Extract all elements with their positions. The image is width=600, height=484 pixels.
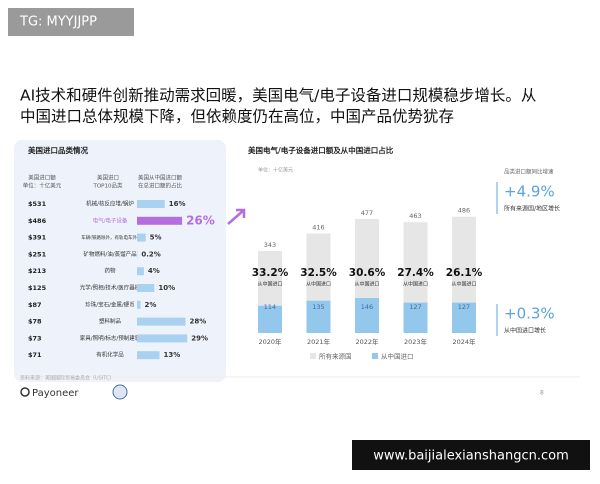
bar (137, 267, 144, 275)
bar (137, 301, 140, 309)
column-header: 在总进口额的占比 (138, 182, 183, 190)
category-label: 机械/核反应堆/锅炉 (86, 200, 134, 208)
import-label: $78 (28, 318, 42, 326)
import-label: $486 (28, 217, 47, 225)
share-caption: 从中国进口 (451, 281, 476, 288)
share-label: 26.1% (446, 267, 483, 279)
import-label: $125 (28, 284, 47, 292)
x-tick-label: 2024年 (452, 337, 476, 346)
watermark: TG: MYYJJPP (19, 15, 97, 30)
category-label: 药物 (104, 267, 116, 275)
share-caption: 从中国进口 (257, 281, 282, 288)
total-label: 343 (264, 241, 276, 249)
growth-text: 从中国进口增长 (504, 327, 546, 335)
inner-value-label: 127 (458, 303, 470, 311)
category-label: 家具/照明/标志/预制建筑 (80, 334, 141, 342)
import-label: $73 (28, 334, 42, 342)
column-header: TOP10品类 (92, 182, 123, 190)
value-label: 2% (144, 301, 156, 309)
growth-text: 所有来源国/地区增长 (504, 205, 560, 213)
page-number: 8 (540, 390, 544, 397)
share-label: 27.4% (397, 267, 434, 279)
category-label: 矿物燃料/油/蒸馏产品 (83, 250, 137, 258)
inner-value-label: 114 (264, 303, 276, 311)
legend-label: 从中国进口 (381, 352, 414, 361)
bar (137, 200, 165, 208)
import-label: $531 (28, 200, 47, 208)
bar (137, 284, 154, 292)
value-label: 28% (190, 318, 207, 326)
x-tick-label: 2021年 (307, 337, 331, 346)
growth-value: +0.3% (504, 305, 555, 323)
unit: 单位：十亿美元 (258, 167, 293, 174)
inner-value-label: 146 (361, 303, 373, 311)
bar (137, 318, 186, 326)
category-label: 光学/照相/技术/医疗器械 (80, 284, 141, 292)
column-header: 美国从中国进口额 (138, 174, 183, 182)
import-label: $87 (28, 301, 42, 309)
category-label: 电气/电子设备 (93, 216, 128, 224)
title: AI技术和硬件创新推动需求回暖，美国电气/电子设备进口规模稳步增长。从 (20, 87, 536, 105)
total-label: 416 (312, 223, 324, 231)
bar (137, 351, 160, 359)
x-tick-label: 2023年 (404, 337, 428, 346)
total-label: 477 (361, 209, 373, 217)
import-label: $251 (28, 250, 47, 258)
bar (137, 334, 187, 342)
inner-value-label: 135 (312, 303, 324, 311)
bar (137, 234, 146, 242)
share-label: 30.6% (349, 267, 386, 279)
growth-value: +4.9% (504, 183, 555, 201)
growth-title: 品类进口额同比增速 (504, 168, 554, 176)
share-label: 33.2% (252, 267, 289, 279)
title: 中国进口总体规模下降，但依赖度仍在高位，中国产品优势犹存 (20, 108, 454, 126)
legend-label: 所有来源国 (319, 352, 352, 361)
import-label: $71 (28, 351, 42, 359)
legend-swatch (372, 353, 378, 359)
total-label: 486 (458, 207, 470, 215)
share-caption: 从中国进口 (306, 281, 331, 288)
column-header: 美国进口额 (28, 174, 56, 182)
share-caption: 从中国进口 (354, 281, 379, 288)
bar (137, 217, 182, 225)
column-header: 单位：十亿美元 (23, 182, 62, 190)
import-label: $391 (28, 234, 47, 242)
value-label: 0.2% (141, 250, 160, 258)
category-label: 有机化学品 (96, 351, 124, 359)
value-label: 10% (158, 284, 175, 292)
seal (113, 385, 127, 399)
x-tick-label: 2020年 (258, 337, 282, 346)
value-label: 13% (164, 351, 181, 359)
share-label: 32.5% (300, 267, 337, 279)
category-label: 车辆(铁路除外，有轨电车外) (81, 234, 139, 241)
source: 资料来源：美国国际贸易委员会（USITC） (20, 375, 115, 382)
chart-title: 美国进口品类情况 (28, 145, 88, 155)
column-header: 美国进口 (97, 174, 119, 182)
logo: Payoneer (32, 388, 79, 399)
import-label: $213 (28, 267, 46, 275)
value-label: 5% (150, 234, 162, 242)
value-label: 16% (169, 200, 186, 208)
total-label: 463 (409, 212, 421, 220)
value-label: 29% (191, 334, 208, 342)
x-tick-label: 2022年 (355, 337, 379, 346)
site: www.baijialexianshangcn.com (373, 449, 569, 464)
legend-swatch (310, 353, 316, 359)
category-label: 塑料制品 (99, 317, 122, 325)
share-caption: 从中国进口 (403, 281, 428, 288)
value-label: 26% (186, 213, 215, 227)
value-label: 4% (148, 267, 160, 275)
category-label: 珍珠/宝石/金属/硬币 (85, 300, 135, 308)
inner-value-label: 127 (409, 303, 421, 311)
chart-title: 美国电气/电子设备进口额及从中国进口占比 (248, 145, 394, 155)
